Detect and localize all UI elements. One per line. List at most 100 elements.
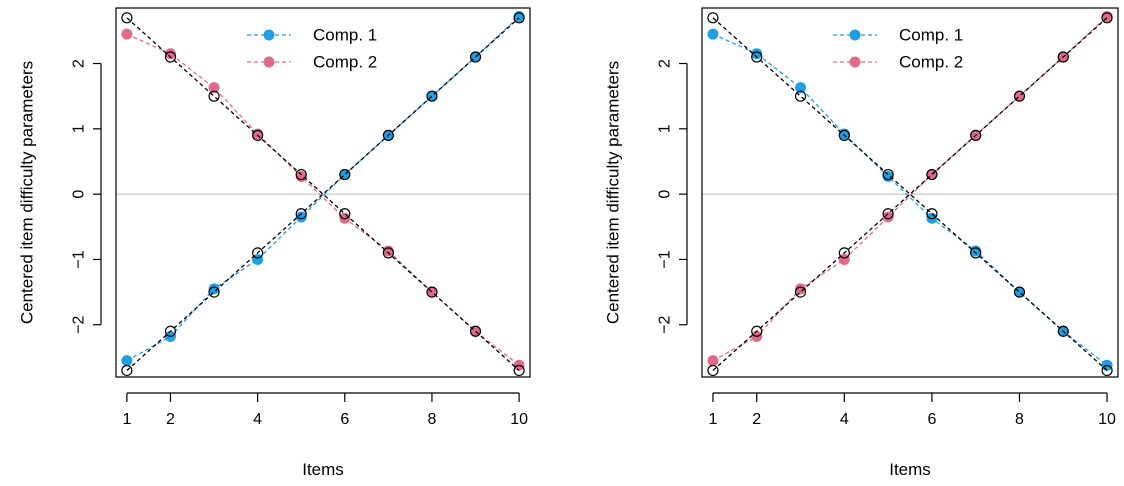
chart-panel-1: 1 2 4 6 8 10 Items −2 −1 0 1 2 Centered item difficu… xyxy=(18,7,531,479)
x-tick-label: 10 xyxy=(1098,411,1116,428)
data-point xyxy=(838,247,850,259)
series-line xyxy=(126,33,520,366)
data-point xyxy=(1101,364,1113,377)
x-tick-label: 1 xyxy=(122,411,131,428)
x-axis-label: Items xyxy=(889,460,931,479)
legend-item: Comp. 1 xyxy=(247,26,377,45)
plot-frame xyxy=(701,7,1119,378)
x-axis-label: Items xyxy=(302,460,344,479)
y-tick-label: −2 xyxy=(657,316,674,334)
data-point xyxy=(208,90,220,102)
legend: Comp. 1 Comp. 2 xyxy=(833,26,963,72)
data-point xyxy=(121,364,133,377)
legend-label: Comp. 2 xyxy=(313,53,377,72)
data-point xyxy=(513,12,525,24)
data-point xyxy=(252,247,264,259)
x-tick-label: 8 xyxy=(427,411,436,428)
data-point xyxy=(208,82,220,94)
chart-panel-2: 1 2 4 6 8 10 Items −2 −1 0 1 2 Centered item difficu… xyxy=(604,7,1119,479)
true-values-series xyxy=(707,12,1113,377)
legend-label: Comp. 2 xyxy=(899,53,963,72)
y-tick-label: 1 xyxy=(657,124,674,133)
x-tick-label: 6 xyxy=(340,411,349,428)
data-point xyxy=(469,325,482,337)
true-values-series xyxy=(707,12,1113,377)
data-point xyxy=(707,28,719,40)
x-tick-label: 2 xyxy=(166,411,175,428)
data-point xyxy=(164,48,176,60)
x-tick-label: 8 xyxy=(1015,411,1024,428)
data-point xyxy=(339,168,351,181)
data-point xyxy=(382,129,394,141)
true-values-series xyxy=(121,12,525,377)
series-line xyxy=(126,17,520,371)
data-point xyxy=(1057,325,1069,337)
data-point xyxy=(751,51,763,63)
data-point xyxy=(707,355,719,367)
legend-item: Comp. 2 xyxy=(833,53,963,72)
x-axis: 1 2 4 6 8 10 xyxy=(708,392,1116,428)
y-tick-label: −2 xyxy=(71,316,88,334)
data-point xyxy=(339,208,351,220)
data-point xyxy=(970,129,982,141)
x-tick-label: 4 xyxy=(840,411,849,428)
legend-item: Comp. 1 xyxy=(833,26,963,45)
data-point xyxy=(164,51,177,63)
x-tick-label: 4 xyxy=(253,411,262,428)
legend-item: Comp. 2 xyxy=(247,53,377,72)
data-point xyxy=(882,211,894,223)
data-point xyxy=(882,208,894,220)
data-point xyxy=(426,90,438,102)
series-line xyxy=(126,16,520,362)
legend: Comp. 1 Comp. 2 xyxy=(247,26,377,72)
data-point xyxy=(794,90,807,102)
data-point xyxy=(882,168,894,181)
y-tick-label: −1 xyxy=(71,250,88,268)
data-point xyxy=(382,247,394,259)
data-point xyxy=(121,355,133,367)
y-axis: −2 −1 0 1 2 xyxy=(657,59,688,334)
data-point xyxy=(838,129,850,141)
true-values-series xyxy=(121,12,525,377)
y-tick-label: 0 xyxy=(657,190,674,199)
y-tick-label: 1 xyxy=(71,124,88,133)
data-point xyxy=(707,12,719,24)
legend-label: Comp. 1 xyxy=(899,26,963,45)
legend-marker xyxy=(849,56,861,68)
y-axis-label: Centered item difficulty parameters xyxy=(604,61,623,324)
y-tick-label: 2 xyxy=(657,59,674,68)
data-point xyxy=(795,82,807,94)
data-point xyxy=(1013,286,1026,298)
series-comp-1 xyxy=(707,28,1113,371)
data-point xyxy=(1057,51,1069,63)
legend-label: Comp. 1 xyxy=(313,26,377,45)
y-tick-label: −1 xyxy=(657,250,674,268)
data-point xyxy=(295,168,307,181)
x-tick-label: 6 xyxy=(927,411,936,428)
x-tick-label: 2 xyxy=(752,411,761,428)
data-point xyxy=(794,286,807,298)
data-point xyxy=(795,283,807,295)
data-point xyxy=(1013,90,1026,102)
series-line xyxy=(126,17,520,371)
data-point xyxy=(751,325,763,337)
x-tick-label: 1 xyxy=(708,411,717,428)
data-point xyxy=(121,28,133,40)
data-point xyxy=(926,168,938,181)
x-tick-label: 10 xyxy=(510,411,528,428)
series-comp-2 xyxy=(121,28,525,371)
y-axis: −2 −1 0 1 2 xyxy=(71,59,102,334)
plot-frame xyxy=(115,7,531,378)
y-tick-label: 2 xyxy=(71,59,88,68)
data-point xyxy=(164,325,177,337)
data-point xyxy=(926,208,938,220)
y-axis-label: Centered item difficulty parameters xyxy=(18,61,37,324)
data-point xyxy=(970,247,982,259)
series-line xyxy=(712,16,1108,362)
data-point xyxy=(208,286,220,298)
data-point xyxy=(426,286,438,298)
data-point xyxy=(121,12,133,24)
data-point xyxy=(707,364,719,377)
data-point xyxy=(252,129,264,141)
